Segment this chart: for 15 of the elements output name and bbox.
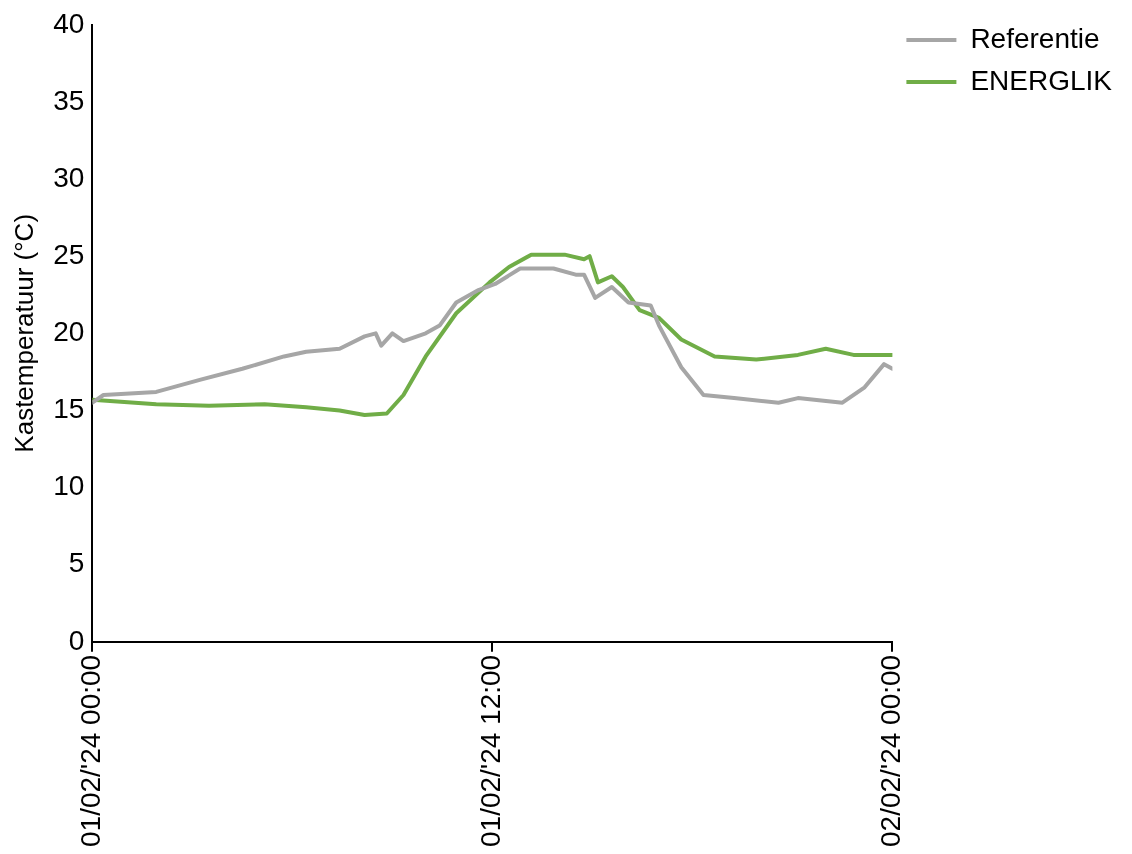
- x-tick-label: 01/02/'24 00:00: [75, 654, 107, 847]
- legend-label: ENERGLIK: [970, 64, 1113, 96]
- y-tick-label: 10: [53, 470, 85, 502]
- y-tick-label: 30: [53, 161, 85, 193]
- y-tick-label: 35: [53, 84, 85, 116]
- x-tick-label: 01/02/'24 12:00: [475, 654, 507, 847]
- y-tick-label: 20: [53, 316, 85, 348]
- legend-label: Referentie: [970, 22, 1100, 54]
- y-tick-label: 5: [68, 547, 85, 579]
- y-tick-label: 0: [68, 624, 85, 656]
- y-tick-label: 15: [53, 393, 85, 425]
- y-tick-label: 25: [53, 238, 85, 270]
- y-tick-label: 40: [53, 7, 85, 39]
- y-axis-title: Kastemperatuur (°C): [8, 213, 39, 453]
- x-tick-label: 02/02/'24 00:00: [875, 654, 907, 847]
